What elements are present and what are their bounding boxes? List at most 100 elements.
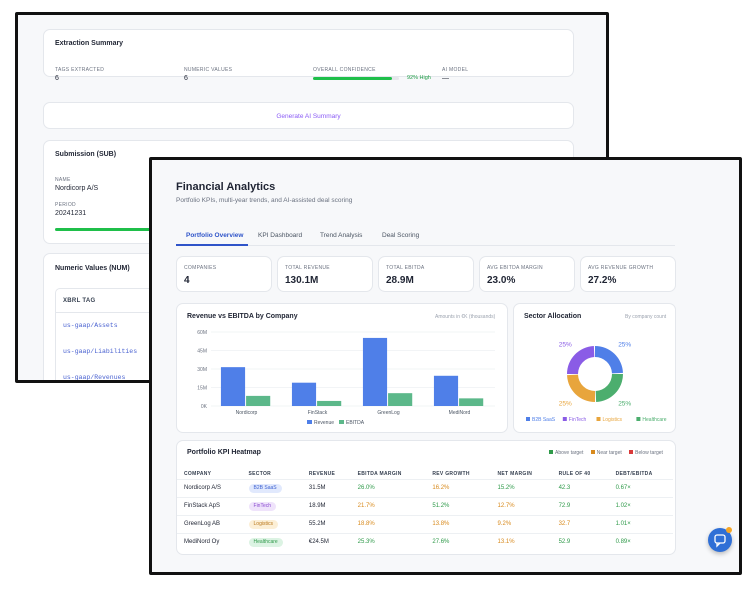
sector-cell: Logistics (241, 514, 302, 533)
bar-ebitda (317, 400, 342, 406)
generate-ai-summary-label: Generate AI Summary (276, 113, 341, 120)
rule-of-40-cell: 72.9 (551, 496, 609, 515)
legend-near: Near target (596, 450, 622, 456)
legend-swatch (307, 420, 312, 424)
debt-ebitda-cell: 1.01× (608, 514, 673, 533)
heatmap-title: Portfolio KPI Heatmap (187, 449, 261, 456)
page-title: Financial Analytics (176, 181, 276, 193)
y-tick-label: 0K (201, 404, 208, 410)
bar-ebitda (459, 398, 484, 406)
rev-growth-cell: 27.6% (425, 532, 491, 551)
legend-above: Above target (555, 450, 584, 456)
slice-logistics (567, 374, 595, 402)
company-cell: Nordicorp A/S (177, 478, 242, 497)
debt-ebitda-cell: 0.89× (608, 532, 673, 551)
revenue-ebitda-chart: 0K 15M 30M 45M 60M Nordicorp FinStack GreenLog M… (197, 330, 495, 426)
tab-kpi-dashboard[interactable]: KPI Dashboard (258, 232, 303, 239)
table-row[interactable]: Nordicorp A/S B2B SaaS 31.5M 26.0% 16.2%… (177, 478, 673, 497)
bar-revenue (362, 337, 388, 406)
period-value: 20241231 (55, 210, 87, 217)
sector-badge: Logistics (248, 519, 278, 529)
sector-badge: FinTech (248, 501, 277, 511)
name-value: Nordicorp A/S (55, 185, 99, 192)
col-ebitda-margin: EBITDA MARGIN (357, 470, 402, 477)
rev-growth-cell: 13.8% (425, 514, 491, 533)
legend-swatch (526, 417, 530, 421)
kpi-card-companies: COMPANIES 4 (176, 256, 272, 292)
col-revenue: REVENUE (308, 470, 336, 477)
slice-fintech (567, 346, 595, 374)
col-rev-growth: REV GROWTH (432, 470, 470, 477)
table-row[interactable]: us-gaap/Revenues (63, 374, 126, 381)
company-cell: FinStack ApS (177, 496, 242, 515)
rev-growth-cell: 16.2% (425, 478, 491, 497)
table-row[interactable]: us-gaap/Liabilities (63, 348, 138, 355)
generate-ai-summary-button[interactable]: Generate AI Summary (43, 102, 574, 129)
table-row[interactable]: MediNord Oy Healthcare €24.5M 25.3% 27.6… (177, 532, 673, 551)
col-net-margin: NET MARGIN (497, 470, 533, 477)
company-cell: GreenLog AB (177, 514, 242, 533)
kpi-value: 130.1M (285, 275, 319, 286)
submission-progress-bar (55, 228, 175, 231)
financial-analytics-window: Financial Analytics Portfolio KPIs, mult… (149, 157, 742, 575)
legend-label: EBITDA (346, 420, 365, 426)
kpi-label: AVG REVENUE GROWTH (588, 265, 654, 271)
confidence-value: 92% High (407, 75, 431, 81)
y-tick-label: 45M (197, 349, 207, 355)
period-label: PERIOD (55, 202, 76, 208)
xbrl-tag-header: XBRL TAG (63, 298, 96, 304)
kpi-heatmap-card: Portfolio KPI Heatmap Above target Near … (176, 440, 676, 555)
confidence-bar (313, 77, 399, 80)
chat-bubble-icon (714, 534, 726, 548)
bar-revenue (291, 382, 317, 406)
bar-chart-title: Revenue vs EBITDA by Company (187, 313, 298, 320)
legend-swatch (339, 420, 344, 424)
kpi-card-avg-ebitda-margin: AVG EBITDA MARGIN 23.0% (479, 256, 575, 292)
bar-ebitda (388, 393, 413, 406)
ebitda-margin-cell: 18.8% (350, 514, 426, 533)
net-margin-cell: 9.2% (490, 514, 552, 533)
sector-badge: B2B SaaS (248, 483, 282, 493)
page-subtitle: Portfolio KPIs, multi-year trends, and A… (176, 197, 353, 204)
col-rule-of-40: RULE OF 40 (558, 470, 591, 477)
kpi-value: 27.2% (588, 275, 617, 286)
x-tick-label: Nordicorp (236, 410, 258, 416)
kpi-label: COMPANIES (184, 265, 217, 271)
net-margin-cell: 13.1% (490, 532, 552, 551)
rule-of-40-cell: 32.7 (551, 514, 609, 533)
tab-portfolio-overview[interactable]: Portfolio Overview (186, 232, 244, 239)
sector-badge: Healthcare (248, 537, 283, 547)
kpi-card-total-ebitda: TOTAL EBITDA 28.9M (378, 256, 474, 292)
bar-revenue (433, 375, 459, 406)
heatmap-table: COMPANY SECTOR REVENUE EBITDA MARGIN REV… (177, 469, 673, 551)
bar-chart-note: Amounts in €K (thousands) (435, 314, 496, 320)
tab-deal-scoring[interactable]: Deal Scoring (382, 232, 420, 239)
debt-ebitda-cell: 0.67× (608, 478, 673, 497)
revenue-cell: 31.5M (301, 478, 351, 497)
kpi-value: 4 (184, 275, 190, 286)
rev-growth-cell: 51.2% (425, 496, 491, 515)
slice-label: 25% (559, 341, 572, 348)
confidence-bar-fill (313, 77, 393, 80)
kpi-card-total-revenue: TOTAL REVENUE 130.1M (277, 256, 373, 292)
rule-of-40-cell: 42.3 (551, 478, 609, 497)
ebitda-margin-cell: 25.3% (350, 532, 426, 551)
x-tick-label: FinStack (308, 410, 328, 416)
revenue-ebitda-card: Revenue vs EBITDA by Company Amounts in … (176, 303, 508, 433)
legend-swatch (636, 417, 641, 421)
table-row[interactable]: GreenLog AB Logistics 55.2M 18.8% 13.8% … (177, 514, 673, 533)
numeric-label: NUMERIC VALUES (184, 67, 233, 73)
numeric-title: Numeric Values (NUM) (55, 265, 130, 272)
extraction-title: Extraction Summary (55, 40, 124, 47)
tab-trend-analysis[interactable]: Trend Analysis (320, 232, 363, 239)
model-value: — (442, 75, 449, 82)
kpi-value: 28.9M (386, 275, 414, 286)
chat-button[interactable] (708, 527, 732, 552)
table-row[interactable]: FinStack ApS FinTech 18.9M 21.7% 51.2% 1… (177, 496, 673, 515)
heatmap-header-row: COMPANY SECTOR REVENUE EBITDA MARGIN REV… (177, 469, 673, 479)
legend-label: Logistics (603, 417, 623, 423)
legend-label: B2B SaaS (532, 417, 556, 423)
extraction-summary-card: Extraction Summary TAGS EXTRACTED 6 NUME… (43, 29, 574, 82)
table-row[interactable]: us-gaap/Assets (63, 322, 118, 329)
net-margin-cell: 12.7% (490, 496, 552, 515)
